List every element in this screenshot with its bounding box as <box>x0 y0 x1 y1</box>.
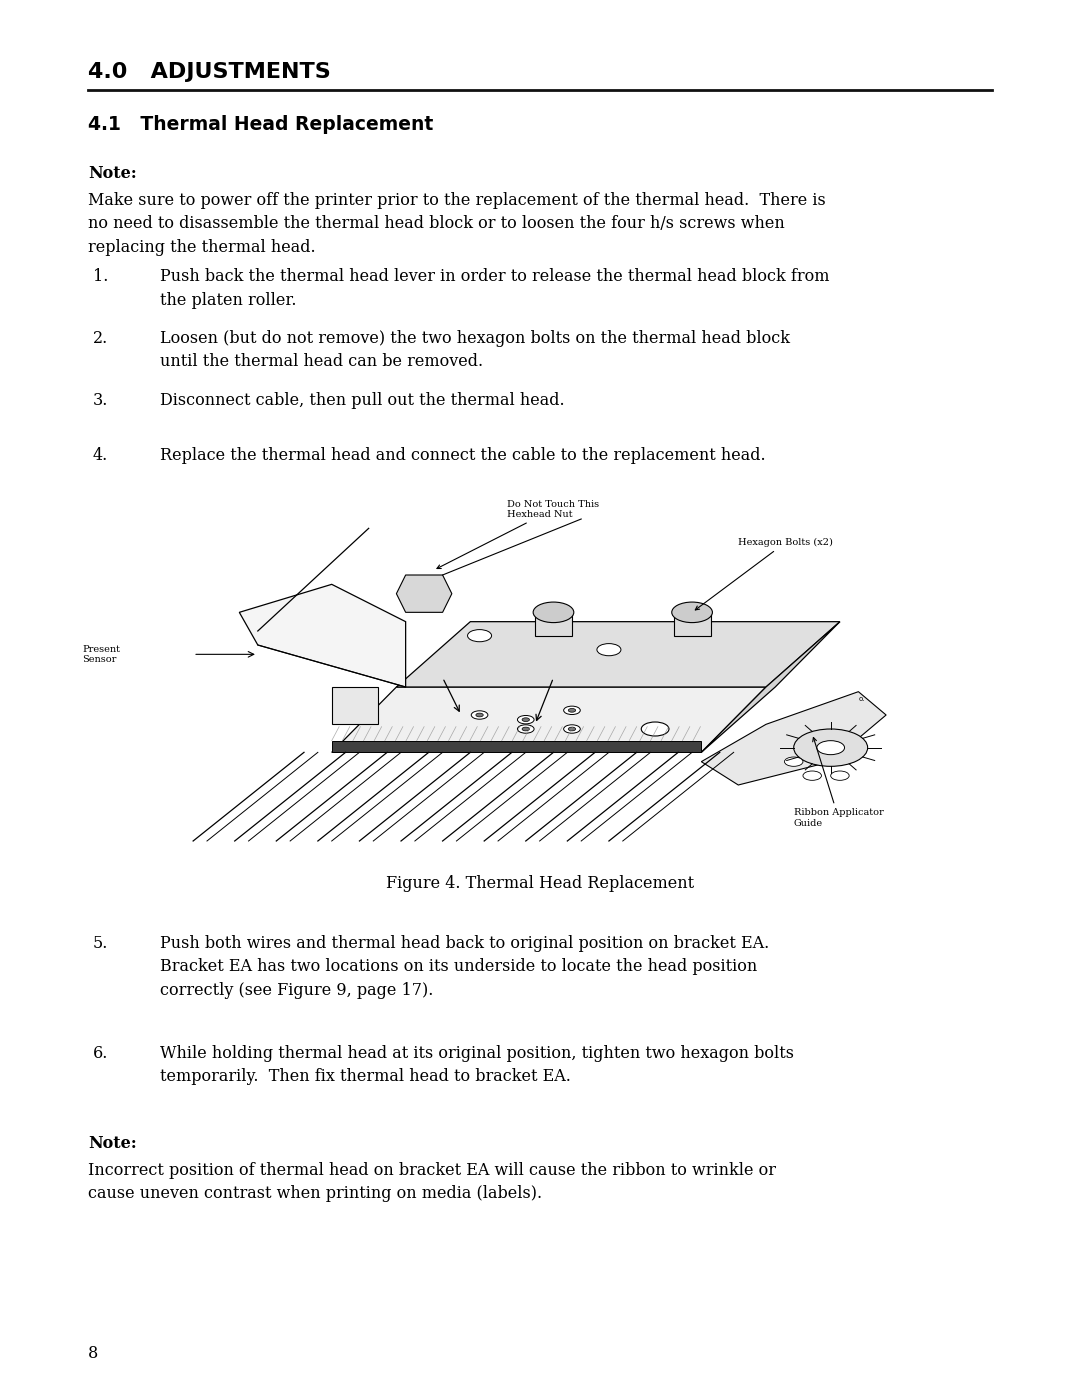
Text: Loosen (but do not remove) the two hexagon bolts on the thermal head block: Loosen (but do not remove) the two hexag… <box>160 330 789 346</box>
Text: correctly (see Figure 9, page 17).: correctly (see Figure 9, page 17). <box>160 982 433 999</box>
Text: Push back the thermal head lever in order to release the thermal head block from: Push back the thermal head lever in orde… <box>160 268 829 285</box>
Polygon shape <box>535 612 572 636</box>
Circle shape <box>831 771 849 781</box>
Polygon shape <box>396 622 840 687</box>
Text: the platen roller.: the platen roller. <box>160 292 297 309</box>
Text: temporarily.  Then fix thermal head to bracket EA.: temporarily. Then fix thermal head to br… <box>160 1069 571 1085</box>
Text: While holding thermal head at its original position, tighten two hexagon bolts: While holding thermal head at its origin… <box>160 1045 794 1062</box>
Text: until the thermal head can be removed.: until the thermal head can be removed. <box>160 353 483 370</box>
Polygon shape <box>332 687 766 753</box>
Text: 4.0   ADJUSTMENTS: 4.0 ADJUSTMENTS <box>87 61 330 82</box>
Polygon shape <box>701 692 886 785</box>
Circle shape <box>471 711 488 719</box>
Text: Note:: Note: <box>87 1134 137 1153</box>
Circle shape <box>534 602 573 623</box>
Circle shape <box>802 771 822 781</box>
Text: Hexagon Bolts (x2): Hexagon Bolts (x2) <box>696 538 833 610</box>
Text: 4.1   Thermal Head Replacement: 4.1 Thermal Head Replacement <box>87 115 433 134</box>
Text: no need to disassemble the thermal head block or to loosen the four h/s screws w: no need to disassemble the thermal head … <box>87 215 785 232</box>
Circle shape <box>468 630 491 641</box>
Text: Do Not Touch This
Hexhead Nut: Do Not Touch This Hexhead Nut <box>437 500 599 569</box>
Circle shape <box>476 712 483 717</box>
Circle shape <box>522 718 529 721</box>
Polygon shape <box>332 687 378 724</box>
Text: cause uneven contrast when printing on media (labels).: cause uneven contrast when printing on m… <box>87 1186 542 1203</box>
Circle shape <box>564 725 580 733</box>
Polygon shape <box>240 584 406 687</box>
Text: Present
Sensor: Present Sensor <box>82 644 120 664</box>
Circle shape <box>564 705 580 714</box>
Text: 6.: 6. <box>93 1045 108 1062</box>
Text: Figure 4. Thermal Head Replacement: Figure 4. Thermal Head Replacement <box>386 875 694 893</box>
Circle shape <box>672 602 713 623</box>
Text: 3.: 3. <box>93 393 108 409</box>
Text: Bracket EA has two locations on its underside to locate the head position: Bracket EA has two locations on its unde… <box>160 958 757 975</box>
Text: 4.: 4. <box>93 447 108 464</box>
Text: Push both wires and thermal head back to original position on bracket EA.: Push both wires and thermal head back to… <box>160 935 769 951</box>
Text: Make sure to power off the printer prior to the replacement of the thermal head.: Make sure to power off the printer prior… <box>87 191 826 210</box>
Circle shape <box>517 715 535 724</box>
Text: 8: 8 <box>87 1345 98 1362</box>
Text: replacing the thermal head.: replacing the thermal head. <box>87 239 315 256</box>
Text: Incorrect position of thermal head on bracket EA will cause the ribbon to wrinkl: Incorrect position of thermal head on br… <box>87 1162 777 1179</box>
Text: 1.: 1. <box>93 268 108 285</box>
Text: Ribbon Applicator
Guide: Ribbon Applicator Guide <box>794 738 883 828</box>
Circle shape <box>597 644 621 655</box>
Polygon shape <box>701 622 840 753</box>
Circle shape <box>568 726 576 731</box>
Text: 5.: 5. <box>93 935 108 951</box>
Polygon shape <box>674 612 711 636</box>
Circle shape <box>568 708 576 712</box>
Polygon shape <box>332 740 701 753</box>
Text: Note:: Note: <box>87 165 137 182</box>
Circle shape <box>517 725 535 733</box>
Polygon shape <box>396 576 451 612</box>
Text: Replace the thermal head and connect the cable to the replacement head.: Replace the thermal head and connect the… <box>160 447 766 464</box>
Circle shape <box>784 757 802 767</box>
Text: o.: o. <box>859 696 865 703</box>
Circle shape <box>642 722 669 736</box>
Text: 2.: 2. <box>93 330 108 346</box>
Circle shape <box>816 740 845 754</box>
Text: Disconnect cable, then pull out the thermal head.: Disconnect cable, then pull out the ther… <box>160 393 565 409</box>
Circle shape <box>794 729 867 767</box>
Circle shape <box>522 726 529 731</box>
